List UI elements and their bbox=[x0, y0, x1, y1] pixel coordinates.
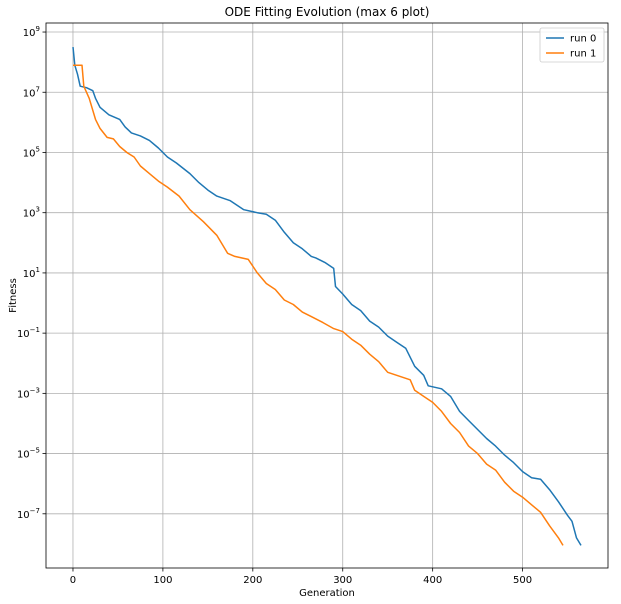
x-axis: 0 100 200 300 400 500 bbox=[70, 568, 532, 586]
series-line bbox=[72, 47, 582, 546]
legend-label: run 0 bbox=[570, 34, 596, 45]
y-tick-label: 101 bbox=[23, 266, 40, 280]
x-tick-label: 100 bbox=[153, 575, 172, 586]
series-layer bbox=[72, 47, 582, 546]
grid bbox=[46, 23, 608, 568]
x-tick-label: 200 bbox=[243, 575, 262, 586]
y-tick-label: 105 bbox=[23, 145, 40, 159]
y-tick-label: 10−3 bbox=[17, 386, 40, 400]
chart-title: ODE Fitting Evolution (max 6 plot) bbox=[225, 5, 430, 19]
y-axis-label: Fitness bbox=[8, 278, 19, 313]
y-tick-label: 10−5 bbox=[17, 447, 40, 461]
x-tick-label: 300 bbox=[333, 575, 352, 586]
legend: run 0 run 1 bbox=[539, 27, 605, 63]
y-tick-label: 10−1 bbox=[17, 326, 40, 340]
legend-label: run 1 bbox=[570, 49, 596, 60]
x-tick-label: 0 bbox=[70, 575, 76, 586]
plot-area bbox=[46, 23, 608, 568]
y-tick-label: 103 bbox=[23, 206, 40, 220]
y-tick-label: 10−7 bbox=[17, 507, 40, 521]
x-tick-label: 400 bbox=[423, 575, 442, 586]
x-axis-label: Generation bbox=[299, 588, 355, 599]
y-tick-label: 109 bbox=[23, 25, 40, 39]
y-tick-label: 107 bbox=[23, 85, 40, 99]
plot-frame bbox=[45, 22, 609, 569]
y-axis: 109 107 105 103 101 10−1 10−3 10−5 10−7 bbox=[17, 25, 46, 521]
x-tick-label: 500 bbox=[513, 575, 532, 586]
series-line bbox=[73, 64, 564, 546]
